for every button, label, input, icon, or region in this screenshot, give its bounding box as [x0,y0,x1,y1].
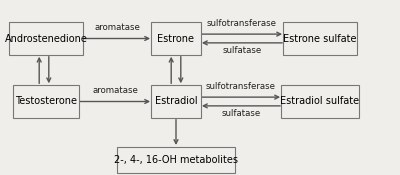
FancyBboxPatch shape [151,85,201,118]
Text: sulfatase: sulfatase [222,46,262,55]
Text: sulfotransferase: sulfotransferase [207,19,277,29]
Text: aromatase: aromatase [92,86,138,95]
Text: sulfatase: sulfatase [221,109,261,118]
FancyBboxPatch shape [283,22,357,55]
FancyBboxPatch shape [281,85,359,118]
Text: sulfotransferase: sulfotransferase [206,82,276,92]
Text: Estrone sulfate: Estrone sulfate [283,33,357,44]
Text: Estradiol: Estradiol [155,96,197,107]
FancyBboxPatch shape [117,147,235,173]
Text: aromatase: aromatase [94,23,140,32]
FancyBboxPatch shape [9,22,83,55]
Text: Estradiol sulfate: Estradiol sulfate [280,96,360,107]
Text: Androstenedione: Androstenedione [4,33,88,44]
FancyBboxPatch shape [151,22,201,55]
Text: 2-, 4-, 16-OH metabolites: 2-, 4-, 16-OH metabolites [114,155,238,165]
FancyBboxPatch shape [13,85,79,118]
Text: Testosterone: Testosterone [15,96,77,107]
Text: Estrone: Estrone [158,33,194,44]
